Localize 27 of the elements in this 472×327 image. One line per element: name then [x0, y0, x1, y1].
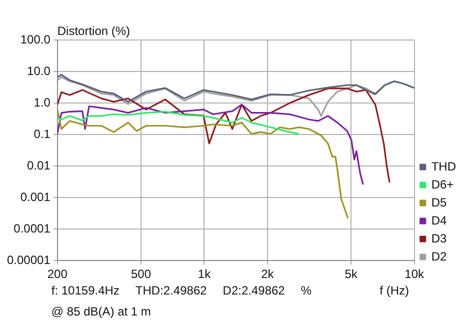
x-tick-label: 1k	[198, 267, 212, 282]
text: f: 10159.4Hz	[51, 284, 120, 298]
x-axis-title: f (Hz)	[380, 284, 410, 298]
y-tick-label: 0.1	[34, 126, 51, 141]
x-tick-label: 5k	[344, 267, 358, 282]
legend-label: D2	[431, 249, 448, 264]
legend-label: THD	[431, 159, 456, 174]
legend-label: D6+	[431, 177, 454, 192]
y-tick-label: 0.001	[20, 190, 51, 204]
x-tick-label: 2k	[261, 267, 275, 282]
text: %	[300, 284, 312, 298]
y-axis-title: Distortion (%)	[57, 24, 130, 38]
legend-label: D5	[431, 195, 448, 210]
x-tick-label: 500	[130, 267, 152, 282]
x-tick-label: 10k	[404, 267, 426, 282]
y-tick-label: 0.00001	[6, 252, 51, 267]
legend-label: D4	[431, 213, 448, 228]
text: D2:2.49862	[222, 284, 286, 298]
text: THD:2.49862	[135, 284, 208, 298]
y-tick-label: 100.0	[20, 32, 51, 46]
y-tick-label: 1.0	[34, 95, 51, 110]
y-tick-label: 0.01	[27, 158, 51, 172]
text: @ 85 dB(A) at 1 m	[51, 304, 151, 319]
y-tick-label: 0.0001	[14, 221, 51, 236]
x-tick-label: 200	[47, 267, 68, 282]
legend-label: D3	[431, 231, 448, 246]
y-tick-label: 10.0	[27, 64, 51, 78]
